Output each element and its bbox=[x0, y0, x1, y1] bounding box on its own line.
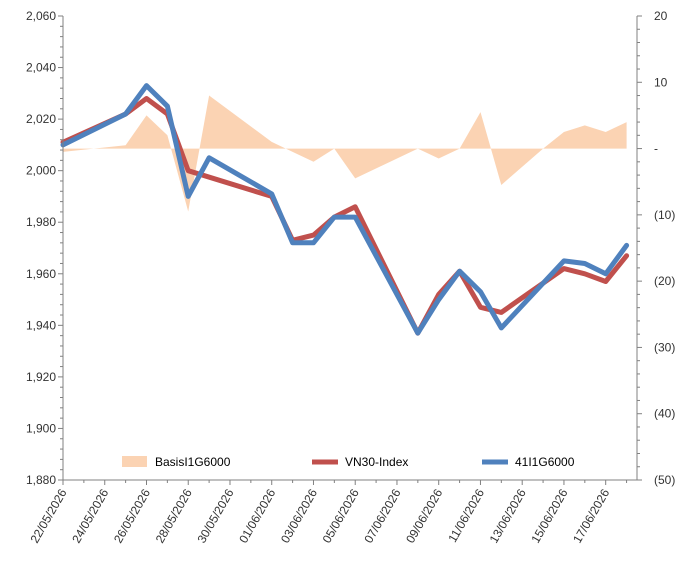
y-left-tick-label: 1,880 bbox=[26, 473, 56, 487]
x-tick-label: 07/06/2026 bbox=[361, 486, 403, 545]
y-right-tick-label: (10) bbox=[654, 208, 675, 222]
series-area-basis bbox=[63, 95, 627, 212]
x-tick-label: 15/06/2026 bbox=[528, 486, 570, 545]
x-tick-label: 30/05/2026 bbox=[194, 486, 236, 545]
legend-label: BasisI1G6000 bbox=[155, 455, 231, 469]
y-right-tick-label: - bbox=[654, 142, 658, 156]
x-tick-label: 17/06/2026 bbox=[570, 486, 612, 545]
series-line-41i1g6000 bbox=[60, 83, 630, 336]
x-tick-label: 11/06/2026 bbox=[445, 486, 487, 545]
x-tick-label: 26/05/2026 bbox=[111, 486, 153, 545]
x-tick-label: 09/06/2026 bbox=[403, 486, 445, 545]
legend: BasisI1G6000 VN30-Index 41I1G6000 bbox=[122, 455, 575, 469]
plot-area bbox=[60, 83, 630, 336]
x-tick-label: 22/05/2026 bbox=[27, 486, 69, 545]
x-tick-label: 01/06/2026 bbox=[236, 486, 278, 545]
y-left-tick-label: 1,920 bbox=[26, 370, 56, 384]
y-left-tick-label: 2,020 bbox=[26, 112, 56, 126]
legend-swatch-basis bbox=[122, 456, 147, 467]
y-right-tick-label: 20 bbox=[654, 9, 668, 23]
y-right-tick-label: 10 bbox=[654, 75, 668, 89]
y-right-tick-label: (50) bbox=[654, 473, 675, 487]
y-left-tick-label: 2,000 bbox=[26, 164, 56, 178]
y-right-tick-label: (40) bbox=[654, 407, 675, 421]
x-tick-label: 03/06/2026 bbox=[278, 486, 320, 545]
y-left-tick-label: 1,980 bbox=[26, 215, 56, 229]
x-tick-label: 24/05/2026 bbox=[69, 486, 111, 545]
y-left-tick-label: 1,960 bbox=[26, 267, 56, 281]
y-left-tick-label: 1,940 bbox=[26, 318, 56, 332]
x-tick-label: 28/05/2026 bbox=[153, 486, 195, 545]
y-right-tick-label: (20) bbox=[654, 274, 675, 288]
y-left-tick-label: 2,040 bbox=[26, 61, 56, 75]
legend-label: VN30-Index bbox=[345, 455, 408, 469]
x-tick-label: 13/06/2026 bbox=[487, 486, 529, 545]
legend-label: 41I1G6000 bbox=[515, 455, 575, 469]
x-tick-label: 05/06/2026 bbox=[320, 486, 362, 545]
y-left-tick-label: 2,060 bbox=[26, 9, 56, 23]
y-left-tick-label: 1,900 bbox=[26, 421, 56, 435]
y-right-tick-label: (30) bbox=[654, 340, 675, 354]
